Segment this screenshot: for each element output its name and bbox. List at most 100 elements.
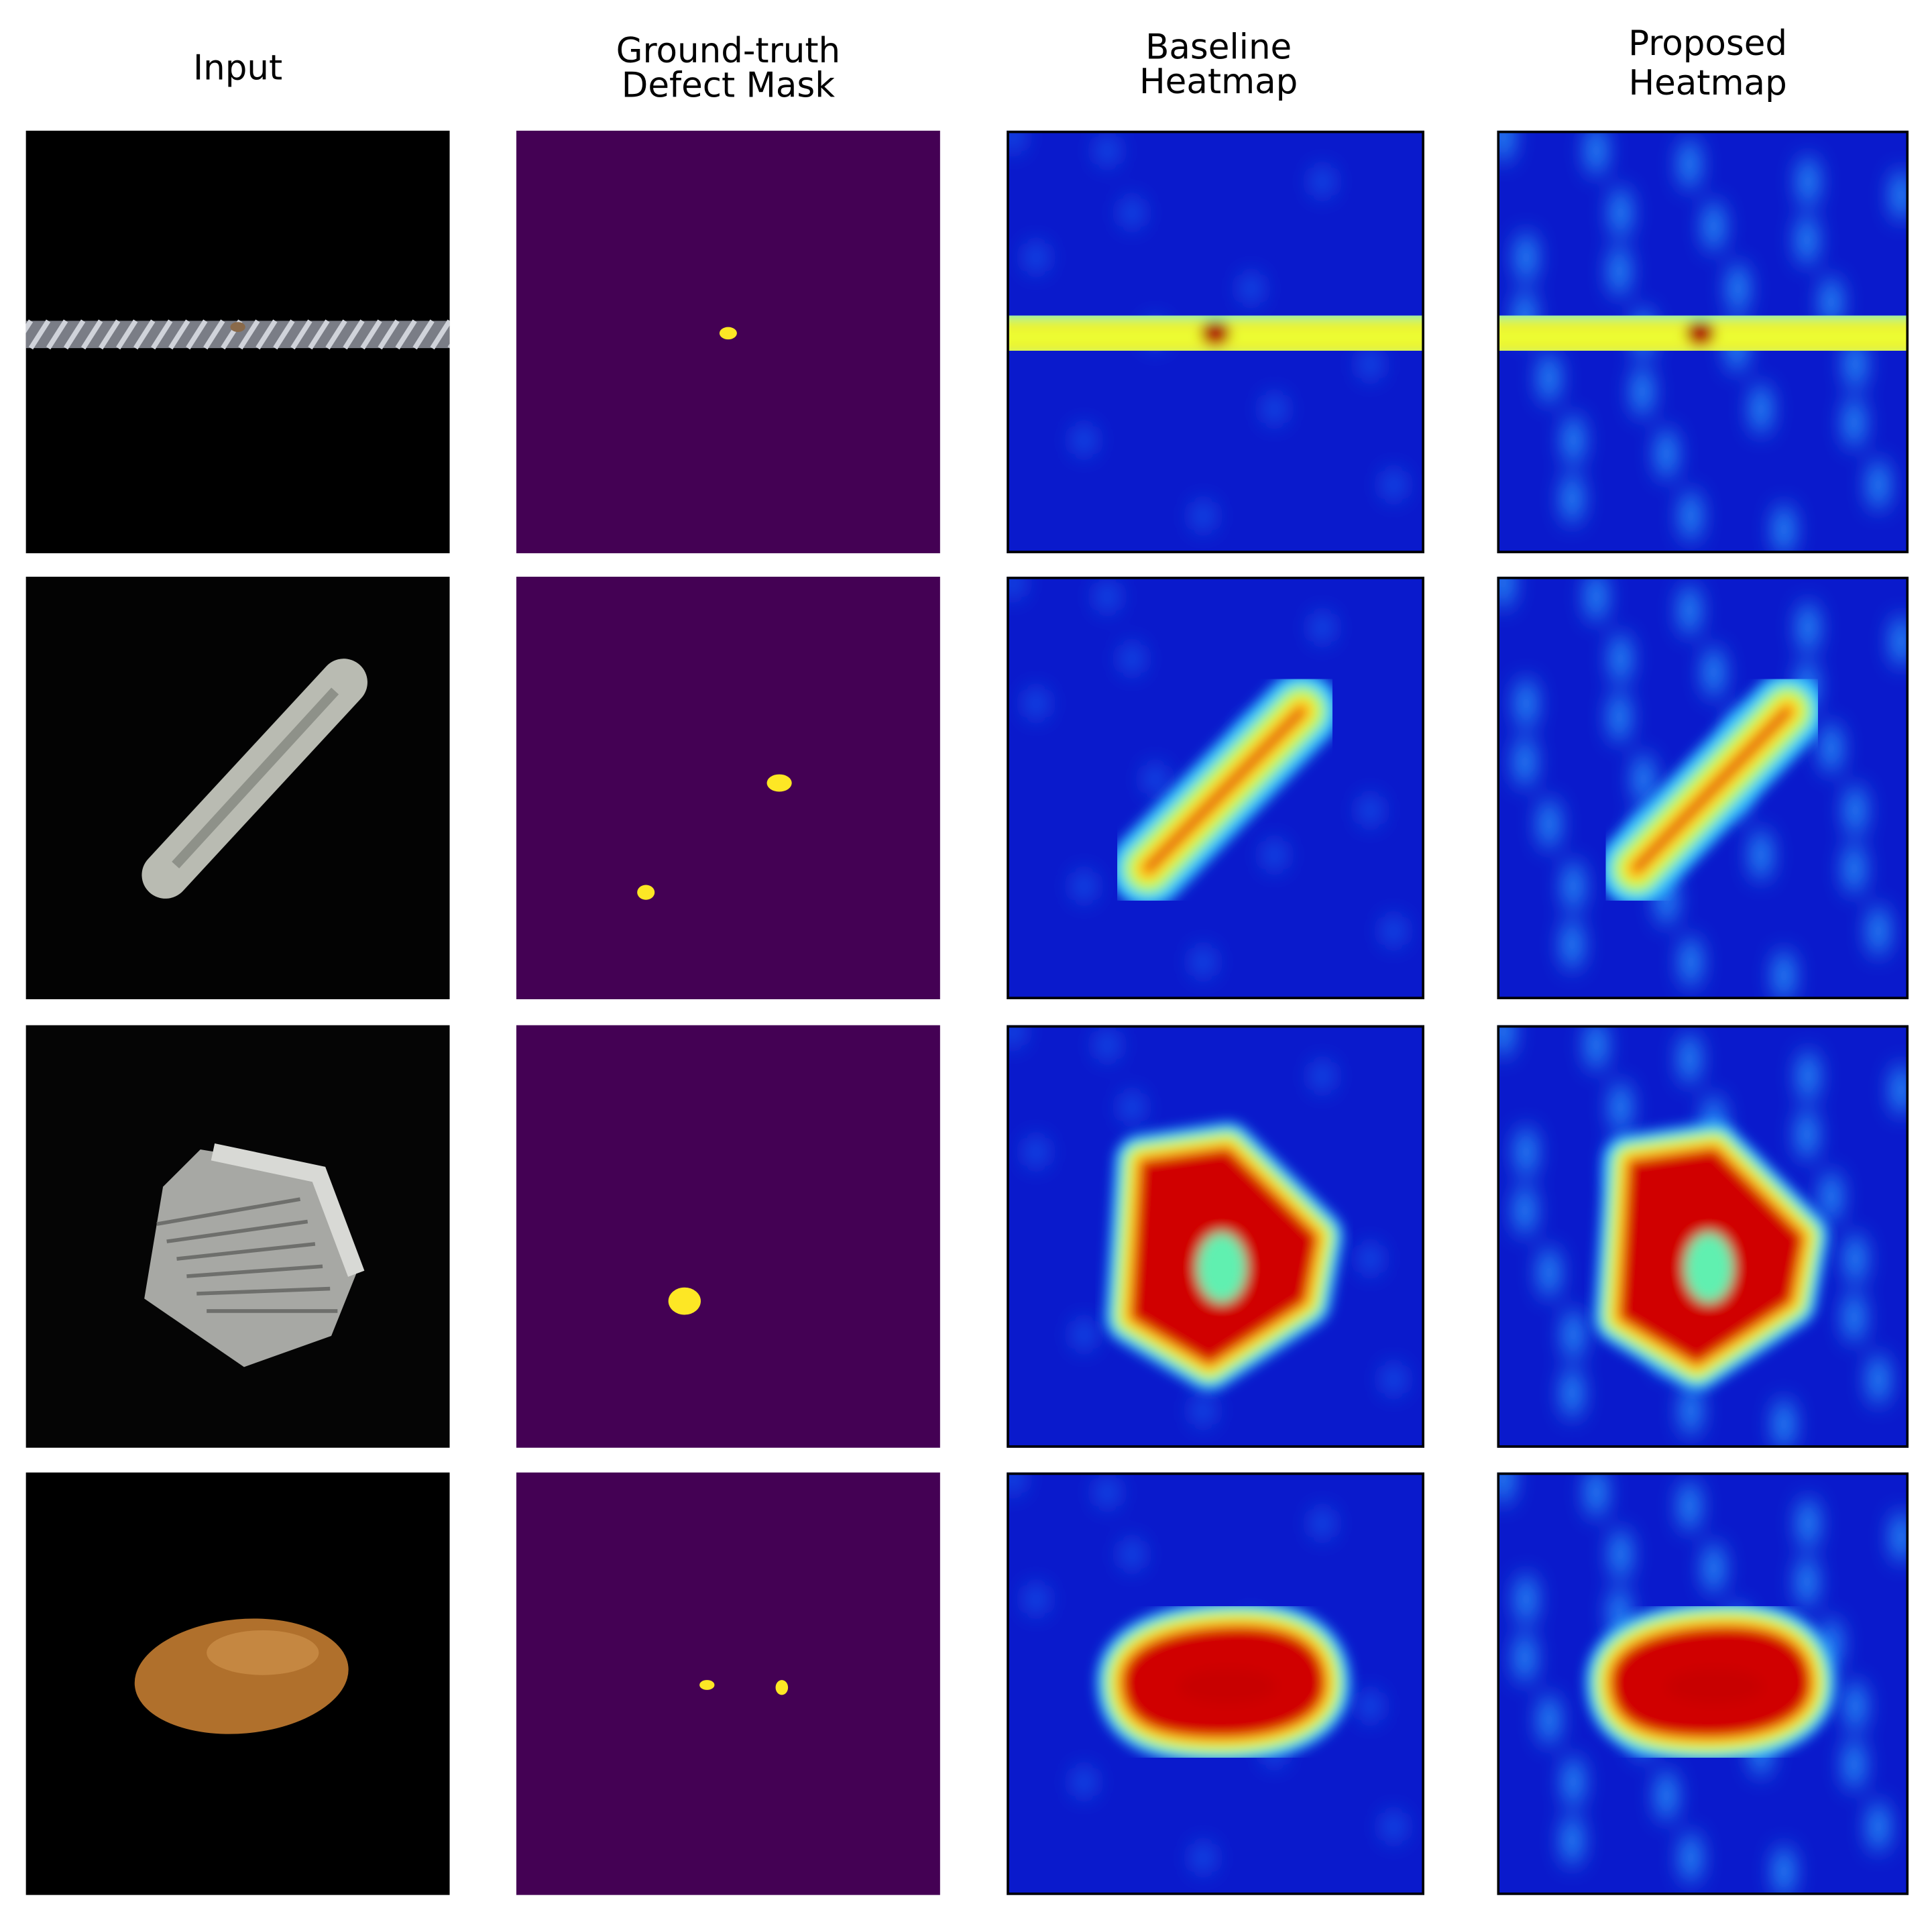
heatmap-noise-blob [1634,754,1654,805]
heatmap-noise-blob [1797,1109,1817,1160]
heatmap-noise-blob [1026,242,1046,273]
heatmap-noise-blob [1562,919,1582,970]
heatmap-noise-blob [1868,906,1888,956]
heatmap-noise-blob [1074,1766,1094,1797]
heatmap-noise-blob [1586,130,1606,176]
mask-defect [719,327,737,340]
heatmap-noise-blob [1868,1354,1888,1404]
heatmap-hot [1123,1628,1324,1736]
rope-strand [98,319,121,350]
heatmap-hot [1497,321,1909,345]
connector-groove [166,1219,308,1243]
heatmap-noise-blob [1539,799,1559,849]
heatmap-noise-blob [1704,647,1723,697]
panel [25,576,450,1000]
heatmap-noise-blob [1241,273,1261,304]
panel [1007,1472,1425,1895]
heatmap-hole [1685,1233,1734,1302]
panel-content [25,576,450,1000]
heatmap-noise-blob [1774,950,1794,1000]
panel-grid [25,130,1909,1895]
heatmap-noise-blob [1704,1543,1723,1593]
heatmap-noise-blob [1563,1757,1583,1807]
heatmap-noise-blob [1656,429,1677,479]
heatmap-frame [1007,1472,1425,1895]
rope-strand [133,319,156,350]
heatmap-noise-blob [1681,1386,1701,1436]
heatmap-hole [1197,1233,1247,1302]
panel [516,576,940,1000]
heatmap-noise-blob [1264,394,1285,425]
heatmap-noise-blob [1516,232,1536,282]
panel [1497,576,1909,1000]
panel [25,1025,450,1448]
rope-strand [395,319,417,350]
panel-content [25,1025,450,1448]
panel-content [1497,1025,1909,1448]
rope-strand [430,319,450,350]
rope-strand [447,343,450,349]
heatmap-noise [1497,576,1909,1000]
connector-groove [156,1197,301,1226]
heatmap-noise-blob [1797,215,1817,265]
mask-defect [668,1287,701,1315]
heatmap-noise-blob [1383,1364,1404,1395]
heatmap-noise-blob [1312,166,1332,196]
heatmap-frame [1497,1025,1909,1448]
heatmap-noise-blob [1097,1030,1118,1060]
heatmap-noise-blob [1611,1529,1630,1579]
heatmap-noise-blob [1515,1632,1535,1683]
heatmap-core [1666,1669,1764,1704]
heatmap-spot [1200,321,1231,346]
rope-strand [80,319,103,350]
heatmap-noise-blob [1074,1319,1094,1350]
connector-groove [176,1242,316,1261]
heatmap-noise-blob [1751,830,1771,881]
heatmap-noise-blob [1844,1292,1864,1343]
heatmap-noise-blob [1844,844,1864,894]
heatmap-noise-blob [1122,1539,1142,1570]
heatmap-noise-blob [1609,692,1630,742]
panel-content [516,1025,940,1448]
panel-content [516,1472,940,1895]
heatmap-noise-blob [1868,1801,1888,1852]
mask-background [516,1472,940,1895]
heatmap-core [1178,1669,1277,1704]
heatmap-hot [1007,321,1425,346]
heatmap-noise-blob [1656,1770,1677,1821]
heatmap-noise-blob [1497,576,1513,608]
heatmap-noise-blob [1193,1842,1213,1873]
heatmap-noise-blob [1193,501,1213,531]
heatmap-noise-blob [1679,139,1699,189]
rope-strand [273,319,295,350]
heatmap-noise-blob [1193,947,1213,977]
heatmap-noise-blob [1360,1243,1381,1274]
heatmap-noise-blob [1611,1082,1630,1133]
heatmap-noise-blob [1383,915,1404,946]
rope-strand [116,319,138,350]
panel-content [1007,576,1425,1000]
heatmap-noise-blob [1611,188,1630,238]
mask-defect [766,774,792,792]
panel [516,1025,940,1448]
heatmap-noise-blob [1193,1395,1213,1426]
heatmap-noise-blob [1798,602,1818,653]
heatmap-noise-blob [1774,1399,1794,1448]
column-header: Ground-truth [616,31,840,71]
rope-strand [28,319,51,350]
panel-content [1497,1472,1909,1895]
heatmap-noise-blob [1821,723,1841,773]
heatmap-noise-blob [1026,1584,1046,1614]
heatmap-noise-blob [1609,246,1630,296]
heatmap-noise-blob [1383,1811,1404,1842]
heatmap-noise-blob [1497,1472,1513,1504]
rope-strand [378,319,400,350]
rope-strand [186,319,208,350]
heatmap-noise-blob [1891,1064,1909,1115]
rope-defect [230,322,245,333]
rope-strand [412,319,435,350]
heatmap-hot [1621,1149,1803,1363]
heatmap-noise-blob [1751,384,1771,435]
heatmap-noise-blob [1844,1740,1864,1790]
